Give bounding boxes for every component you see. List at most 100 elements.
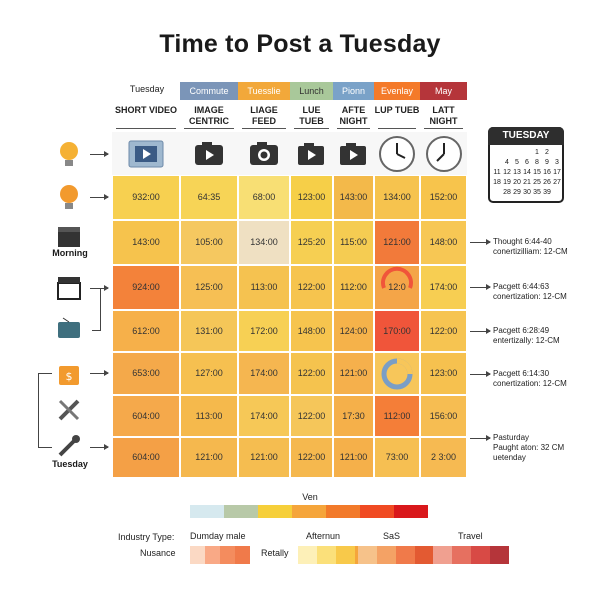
heatmap-cell: 64:35 [181,176,237,219]
heatmap-cell: 121:00 [334,353,373,394]
heatmap-cell: 123:00 [291,176,332,219]
column-header: IMAGE CENTRIC [189,105,229,126]
heatmap-cell: 152:00 [421,176,466,219]
calendar-day: 2 [545,149,549,156]
annotation-text: Pacgett 6:28:49 [493,326,550,335]
heatmap-cell: 174:00 [421,266,466,309]
heatmap-cell: 134:00 [239,221,289,264]
column-top-header: May [420,82,467,100]
annotation-text: Pasturday [493,433,530,442]
camera-icon [250,141,278,165]
legend-swatch [190,505,224,518]
heatmap-cell: 122:00 [291,266,332,309]
industry-swatch [490,546,509,564]
industry-swatch [190,546,205,564]
heatmap-cell: 124:00 [334,311,373,351]
video-camera-icon [339,142,366,165]
heatmap-cell: 121:00 [181,438,237,477]
industry-swatch [220,546,235,564]
tv-icon [58,317,80,338]
shopping-bag-icon: $ [59,366,79,385]
lightbulb-icon [60,185,78,209]
heatmap-cell: 143:00 [334,176,373,219]
heatmap-cell: 121:00 [334,438,373,477]
industry-swatch [235,546,250,564]
header-underline [116,128,176,129]
industry-name: SaS [383,531,401,541]
industry-name: Retally [261,548,289,558]
industry-sublabel: Nusance [140,548,176,558]
clapperboard-icon [57,277,81,300]
calendar-day: 18 [493,179,501,186]
legend-swatch [258,505,292,518]
industry-swatch [377,546,396,564]
header-underline [242,128,286,129]
calendar-day: 29 [513,189,521,196]
heatmap-cell: 156:00 [421,396,466,436]
annotation-text: Pacgett 6:14:30 [493,369,550,378]
annotation-arrow [470,435,491,441]
calendar-day: 30 [523,189,531,196]
heatmap-cell: 170:00 [375,311,419,351]
calendar-day: 9 [545,159,549,166]
heatmap-cell: 17:30 [334,396,373,436]
calendar-day: 4 [505,159,509,166]
legend-swatch [292,505,326,518]
calendar-day: 28 [503,189,511,196]
calendar-day: 3 [555,159,559,166]
industry-swatch [396,546,415,564]
bracket-line [38,373,39,447]
clock-icon [379,135,415,172]
annotation-text: conertizilliam: 12-CM [493,247,568,256]
industry-swatch [298,546,317,564]
lightbulb-icon [60,142,78,166]
heatmap-cell: 125:20 [291,221,332,264]
column-header: SHORT VIDEO [114,105,177,115]
tools-icon [58,399,80,421]
heatmap-cell: 121:00 [375,221,419,264]
column-header: LUP TUEB [374,105,420,115]
row-label: Morning [52,248,88,258]
calendar-day: 35 [533,189,541,196]
calendar-day: 25 [533,179,541,186]
gauge-icon [381,266,413,289]
annotation-text: entertizally: 12-CM [493,336,560,345]
industry-name: Dumday male [190,531,246,541]
heatmap-cell: 113:00 [181,396,237,436]
row-arrow [90,444,109,450]
annotation-text: Pacgett 6:44:63 [493,282,550,291]
industry-swatch [358,546,377,564]
column-header: AFTE NIGHT [339,105,368,126]
column-top-header: Evenlay [374,82,420,100]
header-underline [378,128,416,129]
video-camera-icon [297,142,324,165]
calendar-day: 19 [503,179,511,186]
annotation-text: Thought 6:44-40 [493,237,552,246]
header-underline [184,128,234,129]
calendar-day: 39 [543,189,551,196]
heatmap-cell: 122:00 [421,311,466,351]
calendar-day: 6 [525,159,529,166]
heatmap-cell: 68:00 [239,176,289,219]
calendar-day: 13 [513,169,521,176]
heatmap-cell: 122:00 [291,353,332,394]
row-arrow [90,194,109,200]
heatmap-cell: 112:00 [375,396,419,436]
legend-swatch [394,505,428,518]
calendar-title: TUESDAY [488,127,564,145]
heatmap-cell: 174:00 [239,396,289,436]
column-header: LATT NIGHT [429,105,458,126]
annotation-text: conertization: 12-CM [493,379,567,388]
legend-swatch [326,505,360,518]
annotation-arrow [470,328,491,334]
header-underline [337,128,370,129]
camera-icon [195,141,223,165]
industry-swatch [415,546,434,564]
calendar-day: 5 [515,159,519,166]
heatmap-cell: 143:00 [113,221,179,264]
industry-name: Travel [458,531,483,541]
play-video-icon [128,140,164,167]
clapperboard-icon [58,227,80,247]
bracket-line [92,330,101,331]
calendar-day: 16 [543,169,551,176]
